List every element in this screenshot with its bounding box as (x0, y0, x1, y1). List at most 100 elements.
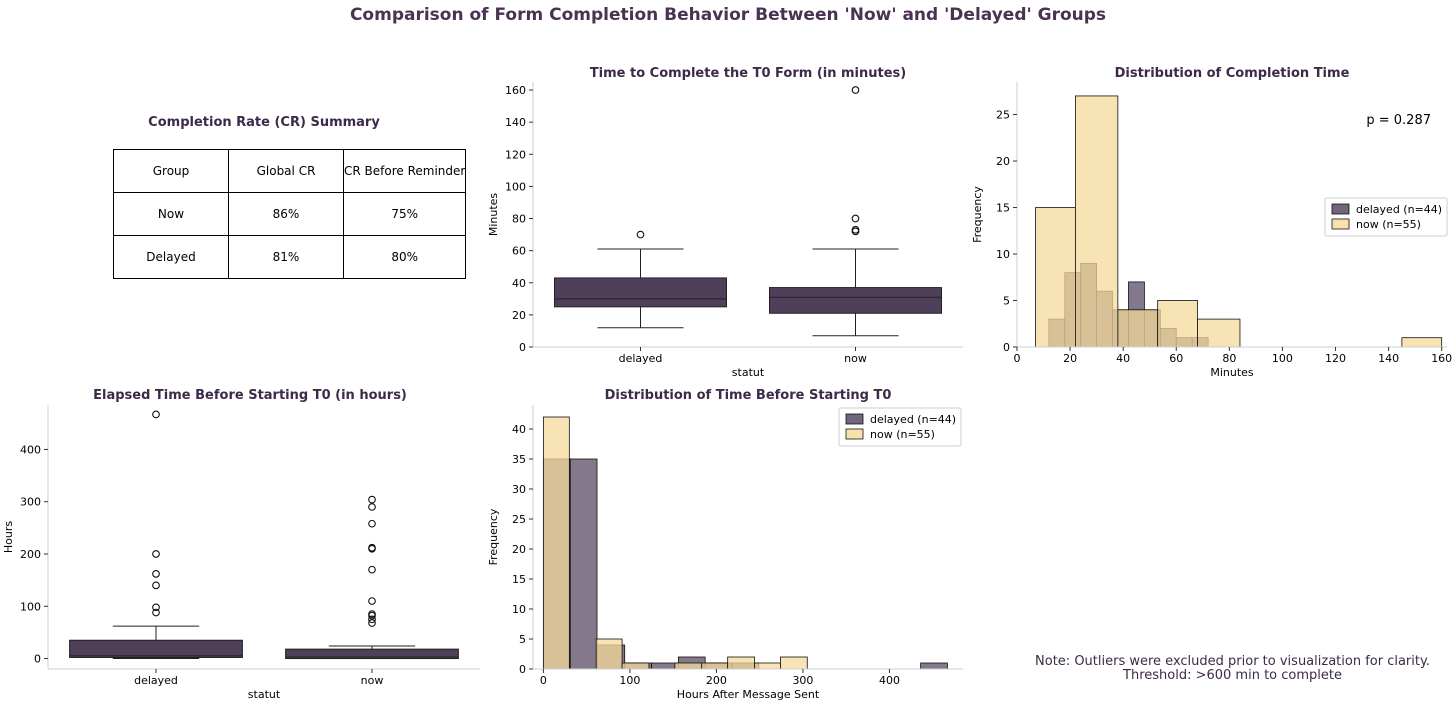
boxplot-hours-title: Elapsed Time Before Starting T0 (in hour… (93, 388, 407, 403)
y-tick-label: 30 (512, 483, 526, 496)
outlier-point (636, 230, 645, 239)
y-tick-label: 300 (20, 496, 41, 509)
x-tick-label: 20 (1063, 352, 1077, 365)
y-tick-label: 100 (505, 180, 526, 193)
box-delayed (69, 639, 243, 658)
boxplot-minutes-title: Time to Complete the T0 Form (in minutes… (589, 66, 907, 81)
outlier-point (152, 550, 160, 558)
x-tick-label: 120 (1325, 352, 1346, 365)
y-axis-label: Minutes (487, 193, 500, 237)
y-tick-label: 80 (512, 213, 526, 226)
x-tick-label: 80 (1222, 352, 1236, 365)
x-axis-label: Minutes (1210, 366, 1254, 379)
y-tick-label: 40 (512, 423, 526, 436)
outlier-point (368, 619, 376, 627)
table-cell: 81% (228, 235, 344, 279)
y-tick-label: 140 (505, 116, 526, 129)
y-tick-label: 60 (512, 245, 526, 258)
table-header-cell: CR Before Reminder (342, 149, 467, 193)
y-tick-label: 120 (505, 148, 526, 161)
box-delayed (554, 277, 727, 308)
hist-bar-delayed (920, 662, 948, 670)
table-cell: 75% (342, 192, 467, 236)
x-tick-label: 0 (540, 674, 547, 687)
hist-bar-now (701, 662, 729, 670)
table-row: Now 86% 75% (113, 192, 467, 236)
y-tick-label: 25 (512, 513, 526, 526)
outlier-point (368, 565, 376, 574)
legend-label: now (n=55) (1356, 218, 1421, 231)
hist-bar-now (1197, 318, 1241, 348)
outlier-point (152, 570, 160, 578)
x-tick-label: 200 (706, 674, 727, 687)
table-title: Completion Rate (CR) Summary (148, 115, 380, 130)
x-tick-label: 60 (1169, 352, 1183, 365)
y-tick-label: 20 (512, 309, 526, 322)
y-tick-label: 0 (34, 653, 41, 666)
y-tick-label: 0 (519, 341, 526, 354)
legend-label: delayed (n=44) (870, 413, 956, 426)
category-label: now (844, 352, 867, 365)
y-axis-label: Frequency (487, 508, 500, 565)
completion-rate-table: Group Global CR CR Before Reminder Now 8… (113, 149, 467, 279)
hist-bar-now (727, 656, 755, 670)
legend-swatch (845, 428, 864, 440)
table-cell: Now (113, 192, 229, 236)
y-axis-label: Frequency (971, 186, 984, 243)
table-header-row: Group Global CR CR Before Reminder (113, 149, 467, 193)
outlier-point (368, 503, 376, 511)
y-tick-label: 0 (1003, 341, 1010, 354)
p-value-annotation: p = 0.287 (1366, 113, 1431, 128)
outlier-point (368, 543, 376, 552)
table-cell: Delayed (113, 235, 229, 279)
hist-bar-now (1157, 300, 1198, 348)
outlier-point (368, 610, 376, 618)
x-tick-label: 40 (1116, 352, 1130, 365)
hist-bar-now (754, 662, 781, 670)
y-tick-label: 25 (996, 109, 1010, 122)
x-tick-label: 100 (1272, 352, 1293, 365)
y-tick-label: 15 (512, 573, 526, 586)
legend-box (838, 407, 962, 447)
outlier-note: Note: Outliers were excluded prior to vi… (985, 655, 1456, 683)
hist-bar-now (1074, 95, 1119, 348)
hist-bar-now (621, 662, 650, 670)
outlier-point (152, 410, 160, 419)
y-tick-label: 35 (512, 453, 526, 466)
hist-completion-title: Distribution of Completion Time (1114, 66, 1350, 81)
box-now (285, 648, 459, 660)
figure-suptitle: Comparison of Form Completion Behavior B… (349, 5, 1107, 25)
x-tick-label: 0 (1014, 352, 1021, 365)
hist-bar-now (1035, 207, 1076, 348)
outlier-point (368, 495, 376, 504)
hist-bar-now (780, 656, 808, 670)
category-label: delayed (619, 352, 663, 365)
category-label: now (361, 674, 384, 687)
y-tick-label: 5 (519, 633, 526, 646)
table-cell: 80% (342, 235, 467, 279)
x-axis-label: statut (248, 688, 281, 701)
outlier-point (368, 519, 376, 528)
hist-bar-now (674, 662, 703, 670)
table-cell: 86% (228, 192, 344, 236)
legend-swatch (845, 413, 864, 425)
outlier-point (851, 86, 860, 94)
hist-bar-delayed (651, 662, 679, 670)
legend-label: now (n=55) (870, 428, 935, 441)
x-axis-label: Hours After Message Sent (677, 688, 820, 701)
x-axis-label: statut (732, 366, 765, 379)
table-header-cell: Group (113, 149, 229, 193)
note-line-1: Note: Outliers were excluded prior to vi… (1035, 654, 1430, 669)
y-tick-label: 15 (996, 202, 1010, 215)
outlier-point (851, 225, 860, 234)
y-tick-label: 10 (512, 603, 526, 616)
hist-bar-delayed (569, 458, 598, 670)
legend-label: delayed (n=44) (1356, 203, 1442, 216)
note-line-2: Threshold: >600 min to complete (1123, 668, 1342, 683)
y-tick-label: 200 (20, 548, 41, 561)
y-tick-label: 0 (519, 663, 526, 676)
hist-bar-now (1117, 309, 1159, 348)
category-label: delayed (134, 674, 178, 687)
hist-bar-now (542, 416, 570, 670)
